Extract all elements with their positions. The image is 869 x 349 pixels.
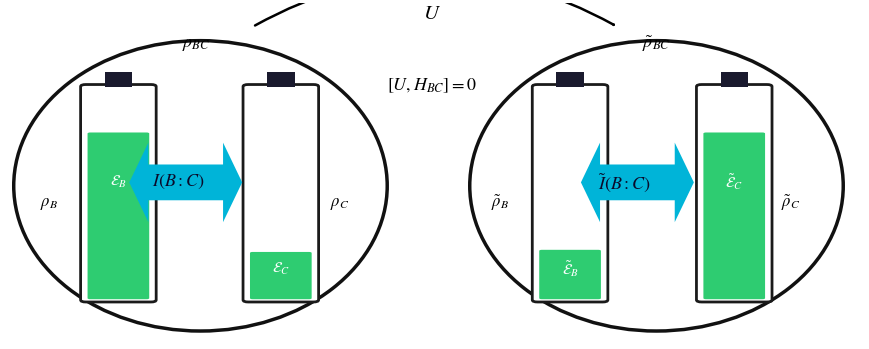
Polygon shape [129,143,242,222]
Text: $\rho_B$: $\rho_B$ [39,194,57,212]
Ellipse shape [14,40,387,331]
Text: $[U, H_{BC}] = 0$: $[U, H_{BC}] = 0$ [387,76,477,95]
FancyBboxPatch shape [81,84,156,302]
Text: $\tilde{\rho}_B$: $\tilde{\rho}_B$ [490,193,508,213]
Text: $\tilde{\mathcal{E}}_B$: $\tilde{\mathcal{E}}_B$ [561,259,578,279]
Text: $\rho_C$: $\rho_C$ [329,194,348,212]
Text: $\rho_{BC}$: $\rho_{BC}$ [182,35,210,53]
Bar [720,72,747,87]
Text: $\tilde{\rho}_{BC}$: $\tilde{\rho}_{BC}$ [641,34,670,54]
FancyBboxPatch shape [242,84,318,302]
Text: $\mathcal{E}_C$: $\mathcal{E}_C$ [271,261,289,277]
Bar [267,72,295,87]
Text: $I(B{:}C)$: $I(B{:}C)$ [152,173,205,192]
FancyBboxPatch shape [703,133,764,299]
FancyBboxPatch shape [696,84,771,302]
Text: $\tilde{\rho}_C$: $\tilde{\rho}_C$ [780,193,799,213]
FancyBboxPatch shape [249,252,311,299]
Polygon shape [580,143,693,222]
FancyBboxPatch shape [539,250,600,299]
Ellipse shape [469,40,842,331]
Bar [104,72,132,87]
Bar [556,72,583,87]
Text: $\mathcal{E}_B$: $\mathcal{E}_B$ [109,174,127,191]
Text: $\tilde{I}(B{:}C)$: $\tilde{I}(B{:}C)$ [597,171,650,194]
Text: $U$: $U$ [423,3,441,23]
FancyArrowPatch shape [255,0,613,25]
FancyBboxPatch shape [88,133,149,299]
Text: $\tilde{\mathcal{E}}_C$: $\tilde{\mathcal{E}}_C$ [725,172,742,192]
FancyBboxPatch shape [532,84,607,302]
